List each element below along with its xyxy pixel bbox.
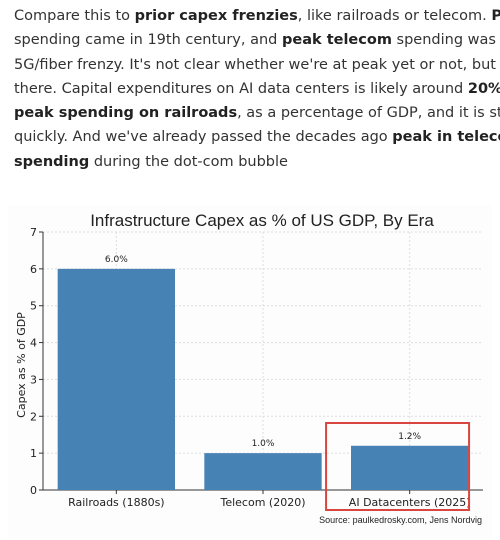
bold-text: peak spending on railroads [14,105,238,122]
bold-text: Peak railroad [491,8,500,24]
bold-text: prior capex frenzies [134,8,298,24]
chart: Infrastructure Capex as % of US GDP, By … [8,205,492,538]
chart-title: Infrastructure Capex as % of US GDP, By … [90,211,434,230]
y-tick-label: 7 [30,226,37,239]
text-line: quickly. And we've already passed the de… [14,125,500,149]
text: quickly. And we've already passed the de… [14,129,393,146]
y-tick-label: 6 [30,263,37,276]
paragraph: Compare this to prior capex frenzies, li… [14,4,500,174]
x-tick-label: Telecom (2020) [219,496,305,509]
value-label: 6.0% [105,255,128,265]
y-tick-label: 4 [30,337,37,350]
text-line: Compare this to prior capex frenzies, li… [14,4,500,28]
bold-text: peak telecom [282,32,392,49]
text: Compare this to [14,8,135,24]
y-tick-label: 0 [30,484,37,497]
source: Source: paulkedrosky.com, Jens Nordvig [319,515,482,525]
text-line: 5G/fiber frenzy. It's not clear whether … [14,53,500,77]
text-line: there. Capital expenditures on AI data c… [14,77,500,101]
bold-text: 20% of the [467,80,500,97]
bold-text: peak in telecom [392,129,500,146]
bar [351,445,469,490]
y-tick-label: 2 [30,410,37,423]
bold-text: spending [14,153,90,170]
x-tick-label: Railroads (1880s) [68,496,165,509]
bar [204,453,322,490]
text: spending came in 19th century, and [14,32,282,49]
text: spending was around the [396,32,500,49]
text: , like railroads or telecom. [297,8,492,24]
y-axis-label: Capex as % of GDP [15,312,28,418]
highlight-box [325,422,471,511]
text: during the dot-com bubble [89,153,288,170]
text-line: spending during the dot-com bubble [14,150,500,174]
text-line: spending came in 19th century, and peak … [14,28,500,52]
text: , as a percentage of GDP, and it is stil… [237,105,500,122]
value-label: 1.2% [398,432,421,442]
text-line: peak spending on railroads, as a percent… [14,101,500,125]
y-tick-label: 3 [30,373,37,386]
y-tick-label: 1 [30,447,37,460]
value-label: 1.0% [252,439,275,449]
text: there. Capital expenditures on AI data c… [14,80,468,97]
text: 5G/fiber frenzy. It's not clear whether … [14,56,500,73]
bar [57,268,175,490]
x-tick-label: AI Datacenters (2025) [349,496,471,509]
y-tick-label: 5 [30,300,37,313]
